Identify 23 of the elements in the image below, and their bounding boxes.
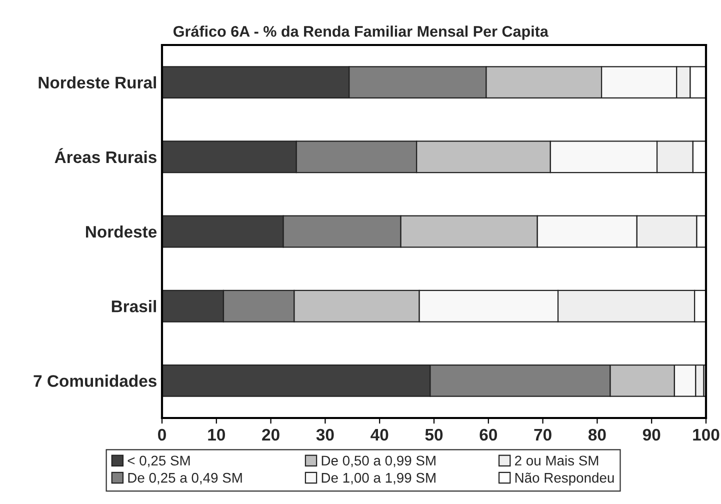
x-tick-label: 90: [642, 428, 660, 441]
y-tick-label: 7 Comunidades: [34, 374, 156, 387]
x-tick-label: 80: [588, 428, 606, 441]
legend-label: < 0,25 SM: [128, 456, 190, 468]
y-tick-label: Nordeste Rural: [38, 76, 156, 89]
y-tick-label: Áreas Rurais: [54, 148, 156, 164]
x-tick-label: 60: [480, 428, 497, 441]
x-tick-label: 50: [425, 428, 443, 441]
y-tick-label: Brasil: [112, 300, 156, 312]
x-tick-label: 100: [693, 428, 720, 441]
legend-label: Não Respondeu: [515, 472, 614, 486]
x-tick-label: 10: [208, 428, 225, 441]
x-tick-label: 30: [316, 428, 334, 441]
legend-label: De 1,00 a 1,99 SM: [322, 472, 436, 484]
legend-label: 2 ou Mais SM: [515, 455, 598, 466]
x-tick-label: 20: [262, 428, 280, 441]
chart-title: Gráfico 6A - % da Renda Familiar Mensal Per Capita: [174, 25, 549, 40]
legend-label: De 0,50 a 0,99 SM: [322, 456, 436, 468]
y-tick-label: Nordeste: [86, 225, 157, 238]
x-tick-label: 0: [158, 428, 166, 441]
x-tick-label: 70: [534, 428, 552, 441]
x-tick-label: 40: [370, 428, 388, 441]
legend-label: De 0,25 a 0,49 SM: [128, 472, 242, 484]
